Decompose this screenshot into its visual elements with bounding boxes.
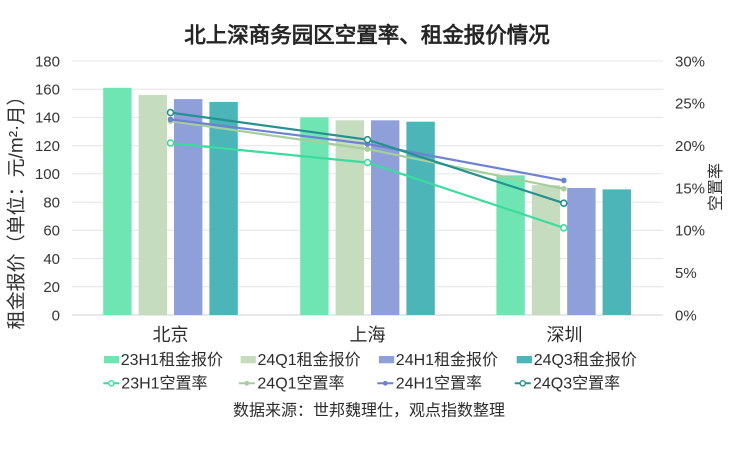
svg-text:24Q1空置率: 24Q1空置率	[257, 375, 344, 393]
svg-text:30%: 30%	[675, 53, 705, 70]
svg-text:5%: 5%	[675, 265, 697, 282]
svg-text:40: 40	[43, 251, 60, 268]
svg-text:24Q3空置率: 24Q3空置率	[533, 375, 620, 393]
svg-text:深圳: 深圳	[547, 325, 583, 345]
svg-text:100: 100	[35, 166, 60, 183]
svg-text:24H1空置率: 24H1空置率	[396, 375, 482, 393]
svg-text:24Q3租金报价: 24Q3租金报价	[534, 351, 637, 369]
svg-text:24H1租金报价: 24H1租金报价	[396, 351, 498, 369]
svg-text:180: 180	[35, 53, 60, 70]
svg-text:25%: 25%	[675, 96, 705, 113]
svg-text:空置率: 空置率	[707, 163, 725, 211]
svg-text:15%: 15%	[675, 180, 705, 197]
svg-text:0%: 0%	[675, 307, 697, 324]
svg-text:140: 140	[35, 110, 60, 127]
svg-text:20%: 20%	[675, 138, 705, 155]
svg-text:23H1空置率: 23H1空置率	[121, 375, 207, 393]
svg-text:北上深商务园区空置率、租金报价情况: 北上深商务园区空置率、租金报价情况	[184, 23, 550, 48]
svg-text:10%: 10%	[675, 223, 705, 240]
svg-text:160: 160	[35, 82, 60, 99]
svg-text:24Q1租金报价: 24Q1租金报价	[258, 351, 361, 369]
svg-text:0: 0	[52, 307, 60, 324]
svg-text:20: 20	[43, 279, 60, 296]
svg-text:上海: 上海	[350, 325, 386, 345]
svg-text:60: 60	[43, 223, 60, 240]
svg-text:80: 80	[43, 194, 60, 211]
svg-text:23H1租金报价: 23H1租金报价	[121, 351, 223, 369]
svg-text:租金报价（单位：元/m²·月）: 租金报价（单位：元/m²·月）	[6, 87, 28, 330]
svg-text:北京: 北京	[153, 325, 189, 345]
svg-text:120: 120	[35, 138, 60, 155]
svg-text:数据来源：世邦魏理仕，观点指数整理: 数据来源：世邦魏理仕，观点指数整理	[233, 402, 505, 420]
